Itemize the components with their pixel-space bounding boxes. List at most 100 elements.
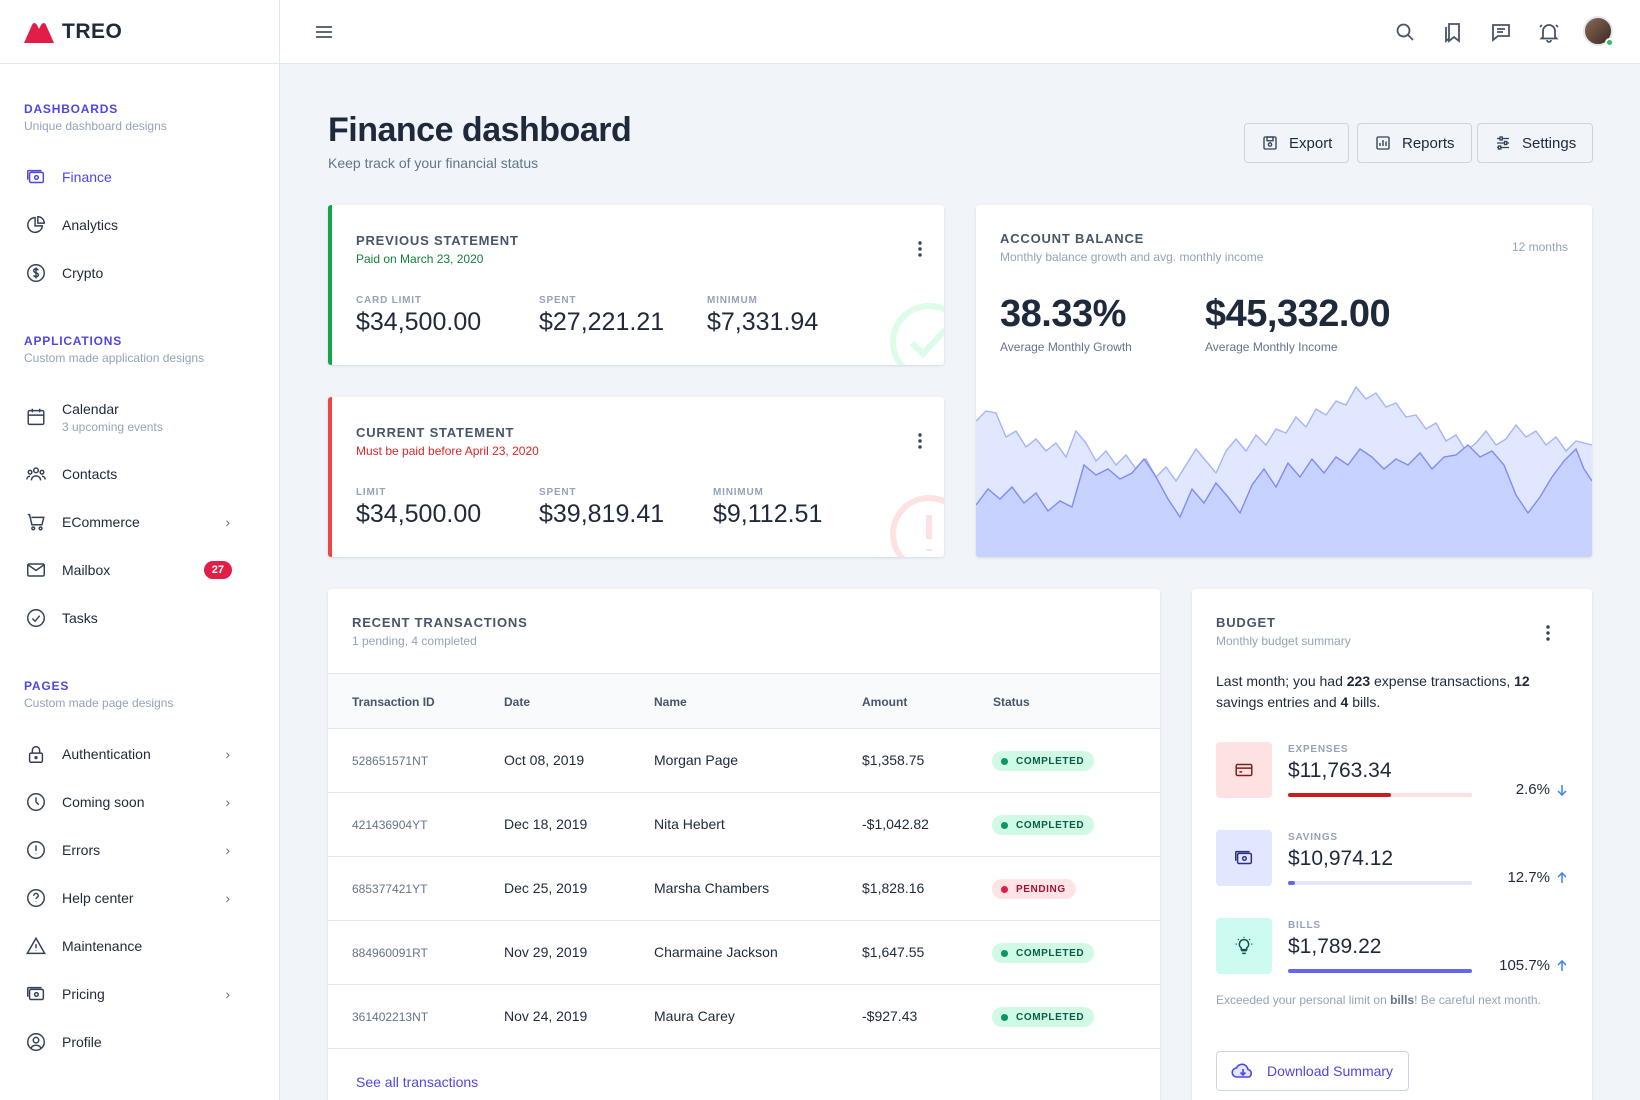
sidebar-item-crypto[interactable]: Crypto bbox=[24, 253, 256, 293]
expenses-progress-track bbox=[1288, 793, 1472, 797]
table-row[interactable]: 685377421YT Dec 25, 2019 Marsha Chambers… bbox=[328, 857, 1160, 921]
bills-label: BILLS bbox=[1288, 920, 1321, 931]
mail-icon bbox=[24, 558, 48, 582]
sidebar-item-label: Authentication bbox=[62, 746, 151, 762]
chart-bar-icon bbox=[1376, 136, 1390, 150]
bell-icon[interactable] bbox=[1537, 20, 1561, 44]
card-title: CURRENT STATEMENT bbox=[356, 425, 515, 440]
summary-text: Last month; you had bbox=[1216, 673, 1347, 689]
nav-group-subtitle: Custom made page designs bbox=[24, 696, 174, 710]
previous-statement-card: PREVIOUS STATEMENT Paid on March 23, 202… bbox=[328, 205, 944, 365]
export-button[interactable]: Export bbox=[1244, 123, 1350, 163]
savings-progress-track bbox=[1288, 881, 1472, 885]
save-icon bbox=[1263, 136, 1277, 150]
table-row[interactable]: 528651571NT Oct 08, 2019 Morgan Page $1,… bbox=[328, 729, 1160, 793]
table-row[interactable]: 421436904YT Dec 18, 2019 Nita Hebert -$1… bbox=[328, 793, 1160, 857]
transaction-id: 528651571NT bbox=[352, 754, 429, 768]
savings-percent: 12.7% bbox=[1507, 869, 1568, 886]
warning-icon bbox=[24, 934, 48, 958]
sidebar-item-errors[interactable]: Errors › bbox=[24, 830, 256, 870]
bookmarks-icon[interactable] bbox=[1441, 20, 1465, 44]
lock-icon bbox=[24, 742, 48, 766]
table-header: Transaction ID Date Name Amount Status bbox=[328, 673, 1160, 729]
menu-icon[interactable] bbox=[312, 20, 336, 44]
transaction-amount: -$1,042.82 bbox=[862, 816, 929, 832]
income-value: $45,332.00 bbox=[1205, 293, 1391, 335]
status-label: PENDING bbox=[1016, 883, 1066, 895]
sidebar-item-tasks[interactable]: Tasks bbox=[24, 598, 256, 638]
transaction-amount: $1,647.55 bbox=[862, 944, 925, 960]
transaction-id: 685377421YT bbox=[352, 882, 428, 896]
sidebar-item-authentication[interactable]: Authentication › bbox=[24, 734, 256, 774]
brand[interactable]: TREO bbox=[0, 0, 279, 64]
column-header-name[interactable]: Name bbox=[654, 695, 687, 709]
sidebar-item-label: Coming soon bbox=[62, 794, 145, 810]
sidebar-item-label: Help center bbox=[62, 890, 134, 906]
column-header-date[interactable]: Date bbox=[504, 695, 531, 709]
savings-label: SAVINGS bbox=[1288, 832, 1338, 843]
exclamation-circle-icon bbox=[890, 495, 944, 557]
download-summary-button[interactable]: Download Summary bbox=[1216, 1051, 1410, 1091]
more-vertical-icon[interactable] bbox=[910, 431, 930, 451]
sidebar-item-analytics[interactable]: Analytics bbox=[24, 205, 256, 245]
nav-group-applications: APPLICATIONS Custom made application des… bbox=[0, 334, 228, 365]
nav-group-title: PAGES bbox=[24, 679, 70, 693]
sidebar-item-coming-soon[interactable]: Coming soon › bbox=[24, 782, 256, 822]
column-header-amount[interactable]: Amount bbox=[862, 695, 908, 709]
bills-percent: 105.7% bbox=[1499, 957, 1568, 974]
cash-icon bbox=[24, 982, 48, 1006]
summary-text: savings entries and bbox=[1216, 694, 1341, 710]
chevron-right-icon: › bbox=[225, 842, 230, 858]
sidebar-item-mailbox[interactable]: Mailbox 27 bbox=[24, 550, 256, 590]
sidebar-item-help-center[interactable]: Help center › bbox=[24, 878, 256, 918]
transaction-date: Dec 25, 2019 bbox=[504, 880, 588, 896]
nav-group-subtitle: Custom made application designs bbox=[24, 351, 205, 365]
settings-button[interactable]: Settings bbox=[1477, 123, 1594, 163]
check-circle-icon bbox=[890, 303, 944, 365]
sidebar-item-calendar[interactable]: Calendar 3 upcoming events bbox=[24, 395, 256, 439]
cloud-download-icon bbox=[1231, 1063, 1252, 1078]
card-limit-value: $34,500.00 bbox=[356, 308, 482, 336]
export-button-label: Export bbox=[1289, 134, 1333, 152]
column-header-status[interactable]: Status bbox=[993, 695, 1030, 709]
sidebar-item-label: Profile bbox=[62, 1034, 102, 1050]
sidebar: TREO DASHBOARDS Unique dashboard designs… bbox=[0, 0, 280, 1100]
more-vertical-icon[interactable] bbox=[1538, 623, 1558, 643]
sidebar-item-pricing[interactable]: Pricing › bbox=[24, 974, 256, 1014]
balance-area-lower bbox=[976, 445, 1592, 557]
exclamation-circle-icon bbox=[24, 838, 48, 862]
sidebar-item-profile[interactable]: Profile bbox=[24, 1022, 256, 1062]
spent-label: SPENT bbox=[539, 295, 577, 306]
sidebar-item-label: Tasks bbox=[62, 610, 98, 626]
transaction-date: Nov 29, 2019 bbox=[504, 944, 588, 960]
messages-icon[interactable] bbox=[1489, 20, 1513, 44]
table-row[interactable]: 884960091RT Nov 29, 2019 Charmaine Jacks… bbox=[328, 921, 1160, 985]
search-icon[interactable] bbox=[1393, 20, 1417, 44]
card-title: RECENT TRANSACTIONS bbox=[352, 615, 528, 630]
warning-text: Exceeded your personal limit on bbox=[1216, 993, 1391, 1007]
sidebar-item-maintenance[interactable]: Maintenance bbox=[24, 926, 256, 966]
column-header-transaction-id[interactable]: Transaction ID bbox=[352, 695, 435, 709]
nav-group-title: DASHBOARDS bbox=[24, 102, 119, 116]
transaction-date: Nov 24, 2019 bbox=[504, 1008, 588, 1024]
see-all-transactions-link[interactable]: See all transactions bbox=[356, 1074, 479, 1090]
sidebar-item-label: Finance bbox=[62, 169, 112, 185]
minimum-value: $7,331.94 bbox=[707, 308, 819, 336]
savings-count: 12 bbox=[1514, 673, 1530, 689]
reports-button[interactable]: Reports bbox=[1357, 123, 1472, 163]
sidebar-item-finance[interactable]: Finance bbox=[24, 157, 256, 197]
page-title: Finance dashboard bbox=[328, 111, 632, 149]
status-badge: COMPLETED bbox=[992, 815, 1095, 835]
budget-card: BUDGET Monthly budget summary Last month… bbox=[1192, 589, 1592, 1100]
sidebar-item-label: Crypto bbox=[62, 265, 104, 281]
bills-value: $1,789.22 bbox=[1288, 935, 1382, 958]
table-row[interactable]: 361402213NT Nov 24, 2019 Maura Carey -$9… bbox=[328, 985, 1160, 1049]
clock-icon bbox=[24, 790, 48, 814]
budget-warning-text: Exceeded your personal limit on bills! B… bbox=[1216, 993, 1541, 1007]
growth-value: 38.33% bbox=[1000, 293, 1126, 335]
sidebar-item-ecommerce[interactable]: ECommerce › bbox=[24, 502, 256, 542]
sidebar-item-contacts[interactable]: Contacts bbox=[24, 454, 256, 494]
online-status-dot bbox=[1605, 38, 1614, 47]
more-vertical-icon[interactable] bbox=[910, 239, 930, 259]
range-label[interactable]: 12 months bbox=[1511, 240, 1568, 254]
